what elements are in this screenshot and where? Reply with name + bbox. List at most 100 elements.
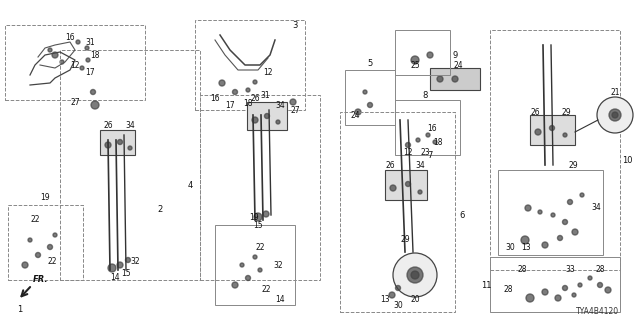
Text: 8: 8: [422, 91, 428, 100]
Bar: [490, 257, 620, 312]
Circle shape: [263, 211, 269, 217]
Text: 29: 29: [568, 161, 578, 170]
Bar: [215, 225, 295, 305]
Circle shape: [426, 133, 430, 137]
Circle shape: [557, 236, 563, 241]
Text: 32: 32: [273, 260, 283, 269]
Text: 24: 24: [350, 110, 360, 119]
Circle shape: [416, 138, 420, 142]
Text: 26: 26: [250, 93, 260, 102]
Circle shape: [563, 220, 568, 225]
Bar: [385, 170, 427, 200]
Circle shape: [105, 142, 111, 148]
Circle shape: [609, 109, 621, 121]
Circle shape: [535, 129, 541, 135]
Text: 32: 32: [130, 258, 140, 267]
Text: 34: 34: [275, 100, 285, 109]
Circle shape: [563, 133, 567, 137]
Circle shape: [91, 101, 99, 109]
Circle shape: [276, 120, 280, 124]
Circle shape: [246, 88, 250, 92]
Circle shape: [80, 66, 84, 70]
Circle shape: [597, 97, 633, 133]
Text: 26: 26: [385, 161, 395, 170]
Circle shape: [598, 283, 602, 287]
Circle shape: [232, 90, 237, 94]
Bar: [100, 130, 135, 155]
Circle shape: [254, 213, 262, 221]
Circle shape: [90, 90, 95, 94]
Text: 18: 18: [433, 138, 443, 147]
Bar: [498, 170, 603, 255]
Text: 15: 15: [121, 268, 131, 277]
Text: 29: 29: [400, 236, 410, 244]
Text: 28: 28: [595, 266, 605, 275]
Text: 24: 24: [453, 60, 463, 69]
Circle shape: [418, 190, 422, 194]
Text: 27: 27: [70, 98, 80, 107]
Circle shape: [253, 255, 257, 259]
Text: 31: 31: [85, 37, 95, 46]
Circle shape: [437, 76, 443, 82]
Circle shape: [363, 90, 367, 94]
Text: 20: 20: [410, 295, 420, 305]
Bar: [340, 112, 455, 312]
Text: FR.: FR.: [33, 275, 49, 284]
Text: 13: 13: [380, 295, 390, 305]
Circle shape: [52, 52, 58, 58]
Bar: [60, 50, 200, 280]
Circle shape: [555, 295, 561, 301]
Circle shape: [76, 40, 80, 44]
Circle shape: [406, 181, 410, 187]
Circle shape: [219, 80, 225, 86]
Circle shape: [125, 258, 131, 262]
Text: 17: 17: [85, 68, 95, 76]
Text: 2: 2: [157, 205, 163, 214]
Text: 7: 7: [428, 150, 433, 159]
Circle shape: [542, 289, 548, 295]
Circle shape: [290, 99, 296, 105]
Text: 21: 21: [611, 87, 620, 97]
Circle shape: [568, 199, 573, 204]
Text: 14: 14: [110, 274, 120, 283]
Text: 3: 3: [292, 20, 298, 29]
Bar: [200, 95, 320, 280]
Circle shape: [580, 193, 584, 197]
Text: 4: 4: [188, 180, 193, 189]
Circle shape: [550, 125, 554, 131]
Circle shape: [407, 267, 423, 283]
Circle shape: [253, 80, 257, 84]
Bar: [490, 30, 620, 270]
Circle shape: [389, 292, 395, 298]
Circle shape: [612, 112, 618, 118]
Circle shape: [355, 109, 361, 115]
Text: 33: 33: [565, 266, 575, 275]
Circle shape: [22, 262, 28, 268]
Text: 16: 16: [427, 124, 437, 132]
Circle shape: [108, 264, 116, 272]
Circle shape: [117, 262, 123, 268]
Text: 22: 22: [261, 285, 271, 294]
Text: 26: 26: [103, 121, 113, 130]
Text: 1: 1: [17, 306, 22, 315]
Bar: [395, 100, 460, 155]
Circle shape: [411, 56, 419, 64]
Circle shape: [433, 140, 437, 144]
Circle shape: [86, 58, 90, 62]
Text: 23: 23: [420, 148, 430, 156]
Circle shape: [572, 293, 576, 297]
Circle shape: [406, 142, 410, 148]
Bar: [195, 20, 305, 110]
Text: 28: 28: [503, 285, 513, 294]
Text: 5: 5: [367, 59, 372, 68]
Circle shape: [264, 114, 269, 118]
Text: 16: 16: [210, 93, 220, 102]
Circle shape: [538, 210, 542, 214]
Circle shape: [525, 205, 531, 211]
Circle shape: [526, 294, 534, 302]
Text: 22: 22: [30, 215, 40, 225]
Bar: [5, 25, 145, 100]
Circle shape: [48, 48, 52, 52]
Text: 14: 14: [275, 295, 285, 305]
Circle shape: [252, 117, 258, 123]
